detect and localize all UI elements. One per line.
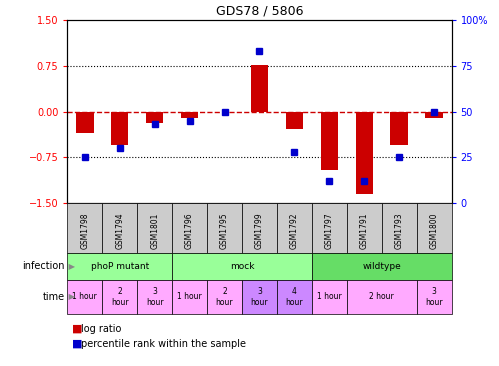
Text: 1 hour: 1 hour xyxy=(72,292,97,301)
Text: ■: ■ xyxy=(72,339,83,349)
Text: 1 hour: 1 hour xyxy=(317,292,342,301)
Text: GSM1799: GSM1799 xyxy=(255,212,264,249)
Bar xyxy=(320,112,338,169)
Bar xyxy=(425,112,443,118)
Text: GSM1800: GSM1800 xyxy=(430,212,439,249)
Text: GSM1793: GSM1793 xyxy=(395,212,404,249)
Text: ▶: ▶ xyxy=(66,262,75,271)
Text: GSM1794: GSM1794 xyxy=(115,212,124,249)
Text: 1 hour: 1 hour xyxy=(177,292,202,301)
Text: 3
hour: 3 hour xyxy=(425,287,443,307)
Text: 3
hour: 3 hour xyxy=(250,287,268,307)
Text: infection: infection xyxy=(22,261,65,271)
Text: GSM1801: GSM1801 xyxy=(150,212,159,249)
Bar xyxy=(390,112,408,145)
Bar xyxy=(285,112,303,129)
Text: 3
hour: 3 hour xyxy=(146,287,164,307)
Text: ▶: ▶ xyxy=(66,292,75,301)
Bar xyxy=(250,65,268,112)
Text: GSM1796: GSM1796 xyxy=(185,212,194,249)
Bar xyxy=(181,112,199,118)
Text: GSM1797: GSM1797 xyxy=(325,212,334,249)
Text: percentile rank within the sample: percentile rank within the sample xyxy=(81,339,247,349)
Bar xyxy=(76,112,94,133)
Text: mock: mock xyxy=(230,262,254,271)
Text: 2 hour: 2 hour xyxy=(369,292,394,301)
Bar xyxy=(111,112,129,145)
Text: phoP mutant: phoP mutant xyxy=(91,262,149,271)
Text: time: time xyxy=(43,292,65,302)
Text: 2
hour: 2 hour xyxy=(111,287,129,307)
Text: GSM1798: GSM1798 xyxy=(80,212,89,249)
Text: 2
hour: 2 hour xyxy=(216,287,234,307)
Bar xyxy=(146,112,164,123)
Text: log ratio: log ratio xyxy=(81,324,122,334)
Text: ■: ■ xyxy=(72,324,83,334)
Text: GSM1795: GSM1795 xyxy=(220,212,229,249)
Title: GDS78 / 5806: GDS78 / 5806 xyxy=(216,4,303,18)
Text: GSM1792: GSM1792 xyxy=(290,212,299,249)
Bar xyxy=(355,112,373,194)
Text: GSM1791: GSM1791 xyxy=(360,212,369,249)
Text: 4
hour: 4 hour xyxy=(285,287,303,307)
Text: wildtype: wildtype xyxy=(362,262,401,271)
